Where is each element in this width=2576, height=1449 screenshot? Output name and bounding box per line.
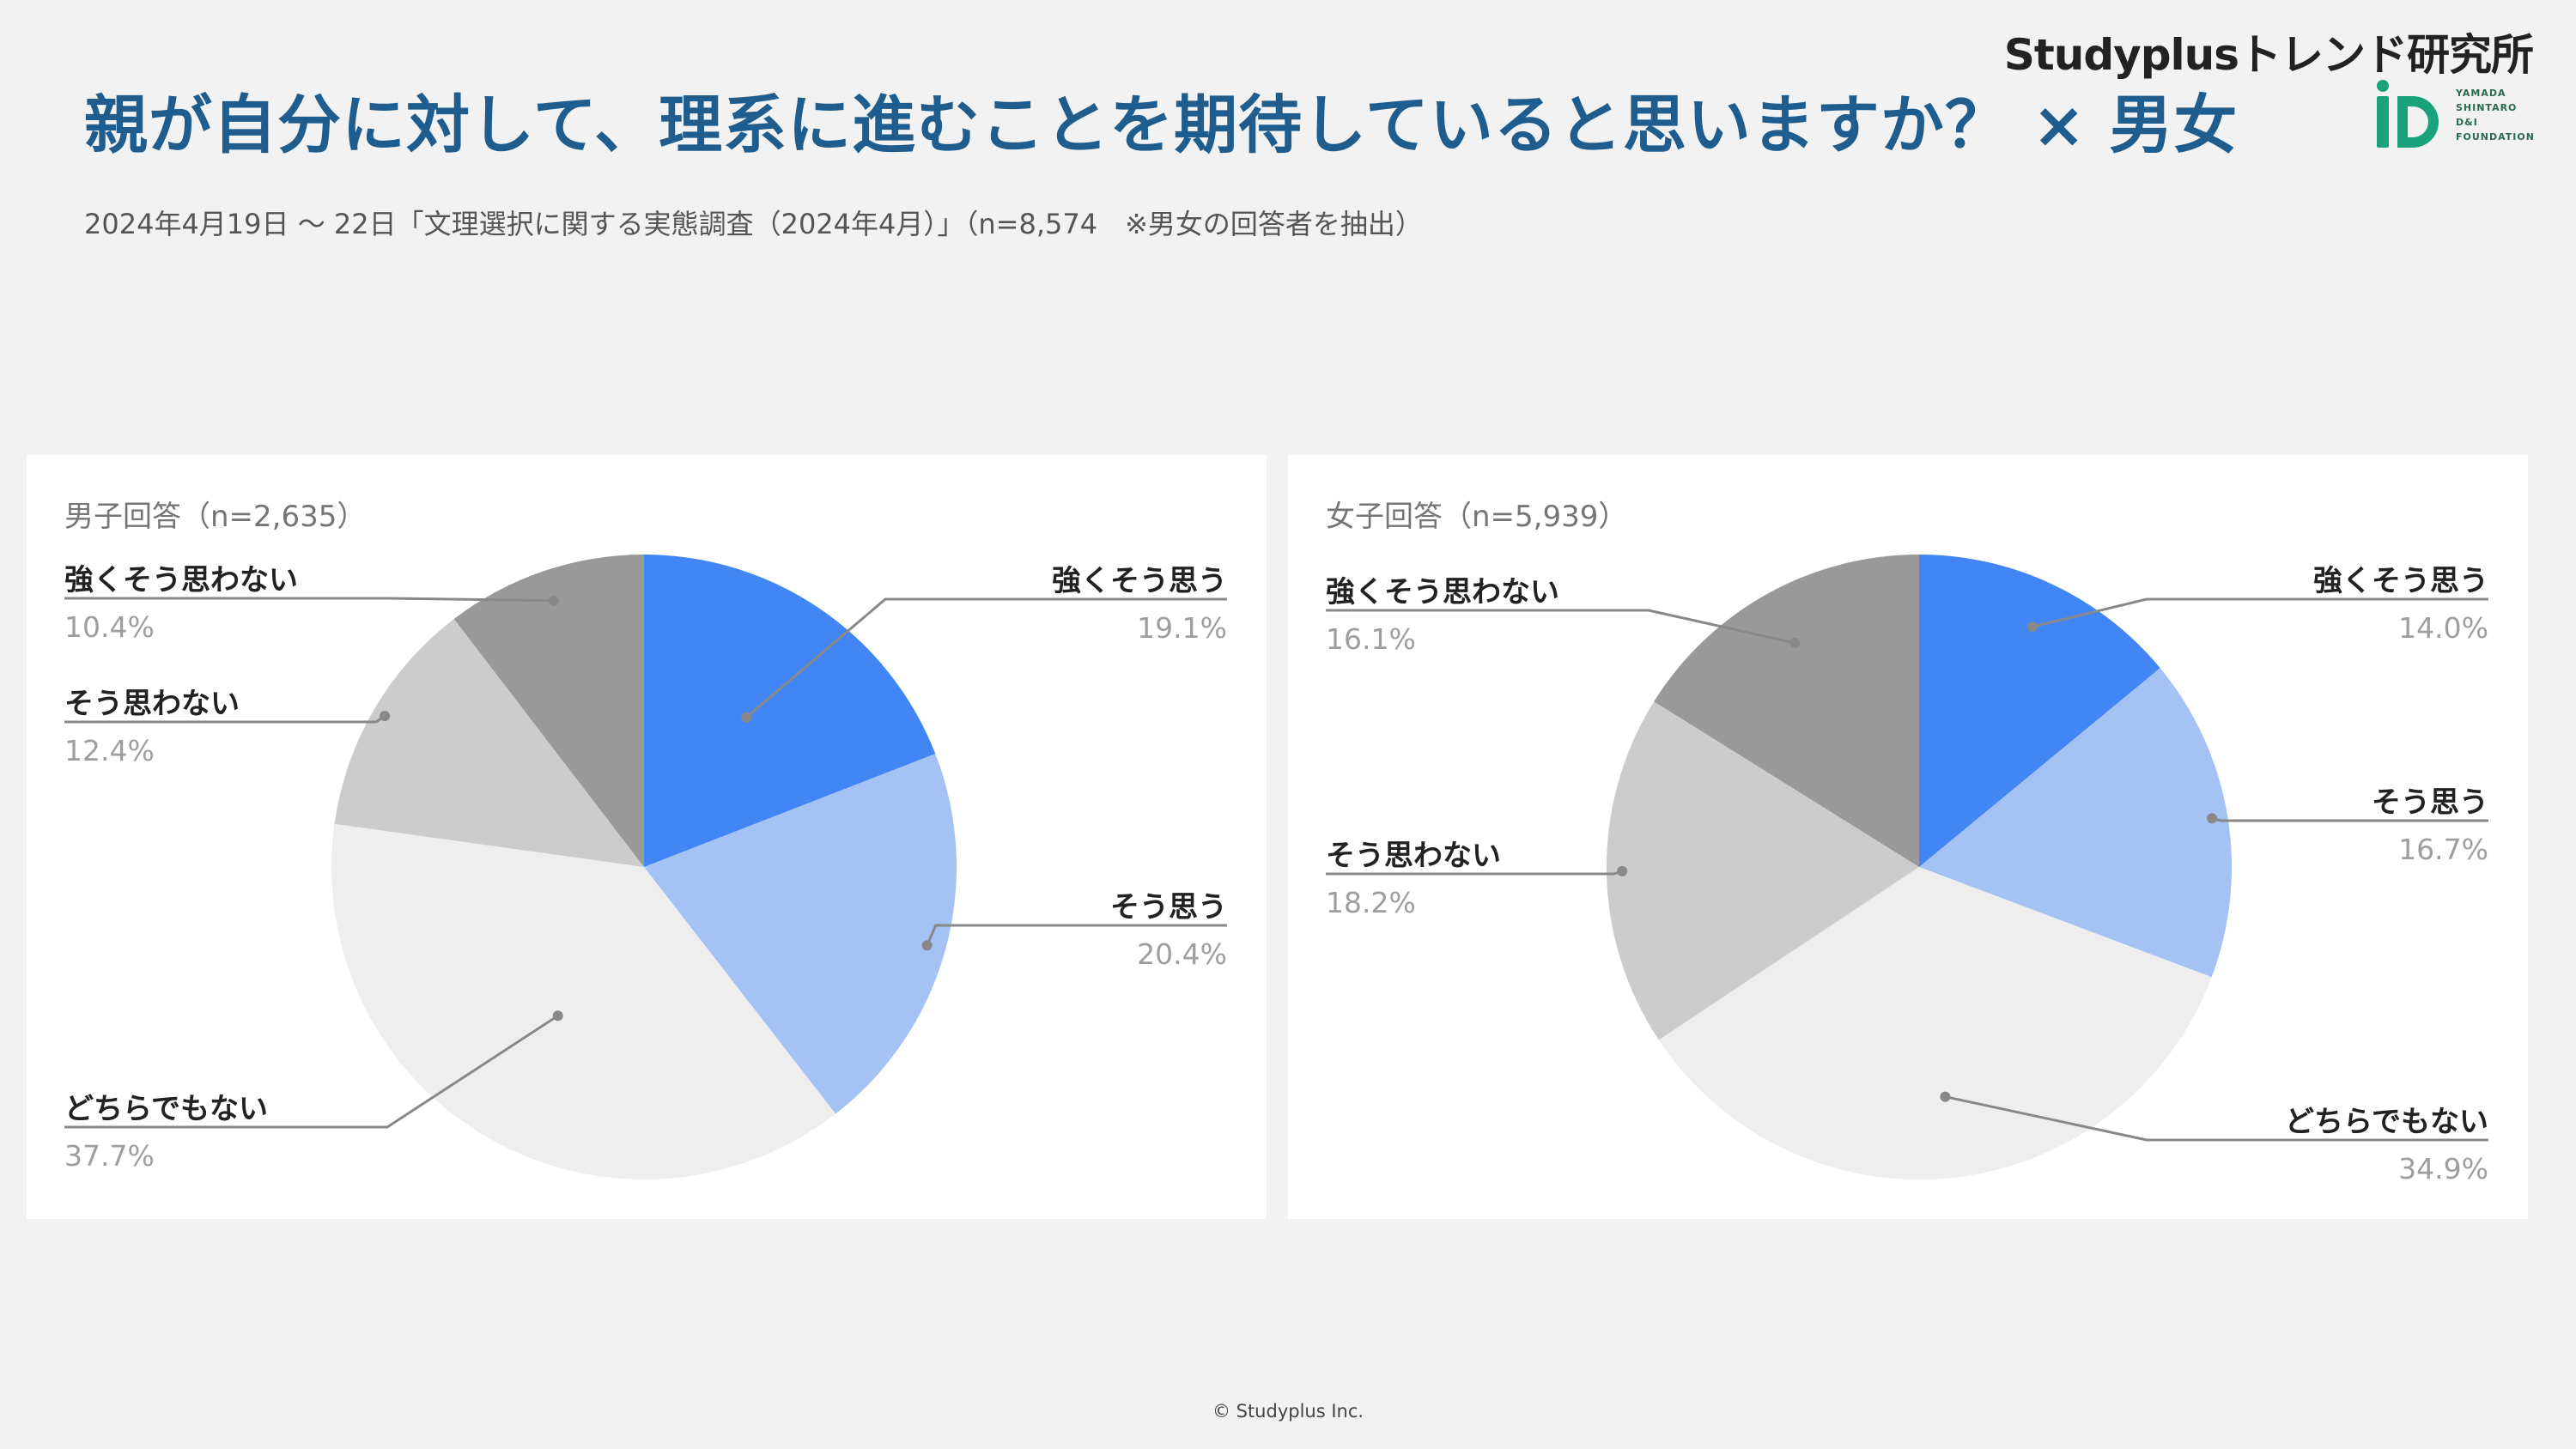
slice-value-1: 14.0% (2398, 611, 2488, 645)
pie-slice-3 (1658, 867, 2212, 1180)
slice-label-4: そう思わない (1326, 839, 1501, 873)
slice-value-5: 10.4% (64, 610, 155, 644)
pie-slice-2 (1919, 668, 2233, 978)
pie-slice-5 (1654, 555, 1919, 867)
slice-label-4: そう思わない (64, 687, 240, 721)
page-title: 親が自分に対して、理系に進むことを期待していると思いますか？ × 男女 (84, 88, 2239, 162)
female-pie-chart: 強くそう思う 14.0% そう思う 16.7% どちらでもない 34.9% そう思わない 18… (1326, 555, 2488, 1185)
leader-dot-4 (380, 711, 391, 721)
slice-value-4: 18.2% (1326, 886, 1416, 919)
female-chart-title: 女子回答（n=5,939） (1326, 500, 1628, 534)
leader-line-1 (2032, 597, 2488, 628)
slice-label-3: どちらでもない (2285, 1105, 2488, 1139)
pie-slice-1 (1919, 555, 2160, 867)
foundation-logo: YAMADA SHINTARO D&I FOUNDATION (2375, 79, 2547, 151)
slice-value-4: 12.4% (64, 734, 155, 767)
leader-dot-3 (552, 1010, 563, 1022)
male-pie-chart: 強くそう思う 19.1% そう思う 20.4% どちらでもない 37.7% そう思わない 12… (64, 555, 1227, 1179)
leader-dot-5 (1789, 638, 1801, 648)
pie-slice-3 (331, 823, 836, 1179)
slice-label-5: 強くそう思わない (1326, 575, 1559, 609)
leader-line-2 (926, 924, 1227, 946)
pie-slice-1 (644, 555, 936, 867)
foundation-logo-text: YAMADA SHINTARO D&I FOUNDATION (2456, 88, 2535, 142)
female-chart-panel: 女子回答（n=5,939） 強くそう思う 14.0% そう思う 16.7% どちらでもな… (1288, 455, 2528, 1219)
slice-value-2: 16.7% (2398, 833, 2488, 866)
male-chart-title: 男子回答（n=2,635） (64, 500, 367, 534)
copyright: © Studyplus Inc. (1212, 1401, 1364, 1422)
leader-line-3 (64, 1015, 559, 1129)
slice-value-1: 19.1% (1137, 611, 1227, 645)
slice-value-5: 16.1% (1326, 622, 1416, 656)
slice-value-3: 37.7% (64, 1139, 155, 1173)
pie-slice-5 (453, 555, 644, 867)
foundation-logo-icon (2377, 80, 2439, 148)
slice-label-1: 強くそう思う (1052, 564, 1227, 598)
leader-dot-3 (1940, 1091, 1951, 1102)
leader-dot-4 (1617, 865, 1628, 876)
page-subtitle: 2024年4月19日 〜 22日「文理選択に関する実態調査（2024年4月）」（… (84, 208, 1423, 240)
pie-slice-4 (334, 619, 644, 867)
male-chart-panel: 男子回答（n=2,635） 強くそう思う 19.1% そう思う 20.4% どちらでもな… (27, 455, 1267, 1219)
slice-value-3: 34.9% (2398, 1152, 2488, 1185)
leader-line-5 (64, 597, 554, 603)
leader-line-5 (1326, 609, 1795, 645)
leader-dot-5 (548, 595, 559, 606)
leader-line-3 (1945, 1095, 2488, 1142)
leader-dot-1 (741, 712, 752, 723)
slice-label-5: 強くそう思わない (64, 563, 298, 597)
pie-slice-2 (644, 754, 957, 1114)
leader-dot-2 (2207, 813, 2218, 824)
leader-line-1 (745, 597, 1227, 718)
pie-slice-4 (1606, 701, 1919, 1040)
leader-dot-2 (921, 940, 933, 951)
leader-dot-1 (2026, 621, 2038, 633)
slice-label-2: そう思う (1110, 890, 1227, 925)
slice-value-2: 20.4% (1137, 937, 1227, 971)
slice-label-1: 強くそう思う (2313, 564, 2488, 598)
brand-name: Studyplusトレンド研究所 (2003, 30, 2534, 80)
slice-label-3: どちらでもない (64, 1092, 268, 1126)
slice-label-2: そう思う (2372, 785, 2488, 820)
